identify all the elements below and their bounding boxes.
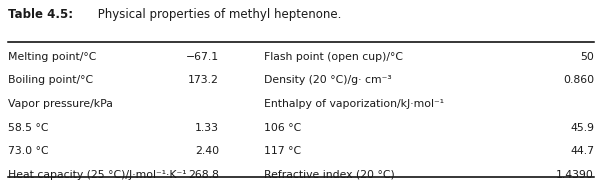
Text: Heat capacity (25 °C)/J·mol⁻¹·K⁻¹: Heat capacity (25 °C)/J·mol⁻¹·K⁻¹ — [8, 170, 187, 180]
Text: 73.0 °C: 73.0 °C — [8, 146, 49, 156]
Text: 117 °C: 117 °C — [264, 146, 301, 156]
Text: 173.2: 173.2 — [188, 75, 219, 85]
Text: 1.4390: 1.4390 — [556, 170, 594, 180]
Text: Enthalpy of vaporization/kJ·mol⁻¹: Enthalpy of vaporization/kJ·mol⁻¹ — [264, 99, 444, 109]
Text: Density (20 °C)/g· cm⁻³: Density (20 °C)/g· cm⁻³ — [264, 75, 392, 85]
Text: 1.33: 1.33 — [195, 123, 219, 132]
Text: 268.8: 268.8 — [188, 170, 219, 180]
Text: Refractive index (20 °C): Refractive index (20 °C) — [264, 170, 395, 180]
Text: Table 4.5:: Table 4.5: — [8, 8, 73, 21]
Text: −67.1: −67.1 — [186, 52, 219, 62]
Text: 58.5 °C: 58.5 °C — [8, 123, 48, 132]
Text: Vapor pressure/kPa: Vapor pressure/kPa — [8, 99, 113, 109]
Text: Boiling point/°C: Boiling point/°C — [8, 75, 93, 85]
Text: 2.40: 2.40 — [195, 146, 219, 156]
Text: 44.7: 44.7 — [570, 146, 594, 156]
Text: Flash point (open cup)/°C: Flash point (open cup)/°C — [264, 52, 403, 62]
Text: 106 °C: 106 °C — [264, 123, 301, 132]
Text: 50: 50 — [580, 52, 594, 62]
Text: 45.9: 45.9 — [570, 123, 594, 132]
Text: Melting point/°C: Melting point/°C — [8, 52, 96, 62]
Text: Physical properties of methyl heptenone.: Physical properties of methyl heptenone. — [94, 8, 341, 21]
Text: 0.860: 0.860 — [563, 75, 594, 85]
